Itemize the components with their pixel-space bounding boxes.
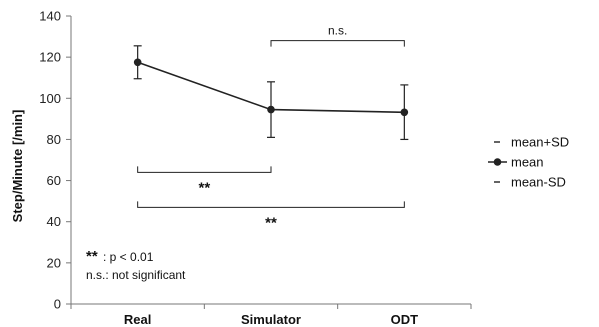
legend: mean+SD mean mean-SD — [488, 135, 569, 190]
x-axis-ticks: Real Simulator ODT — [70, 304, 472, 327]
significance-bracket — [270, 40, 405, 47]
significance-bracket — [137, 166, 272, 173]
significance-brackets: n.s. ** ** — [137, 24, 405, 231]
x-category-label: Simulator — [241, 312, 301, 327]
note-ns-definition: n.s.: not significant — [86, 268, 186, 282]
legend-label: mean-SD — [511, 175, 566, 190]
y-tick-label: 100 — [39, 91, 61, 106]
y-tick-label: 120 — [39, 50, 61, 65]
legend-label: mean — [511, 155, 544, 170]
significance-label: ** — [198, 179, 210, 196]
mean-series — [133, 58, 409, 117]
y-axis-ticks: 0 20 40 60 80 100 120 140 — [39, 9, 71, 312]
y-tick-label: 0 — [54, 297, 61, 312]
x-category-label: Real — [124, 312, 151, 327]
significance-note: ** : p < 0.01 n.s.: not significant — [86, 248, 186, 282]
note-p-value: : p < 0.01 — [103, 250, 154, 264]
y-tick-label: 40 — [47, 214, 61, 229]
mean-point — [133, 58, 142, 67]
significance-bracket — [137, 201, 405, 208]
significance-label: n.s. — [328, 24, 347, 38]
legend-label: mean+SD — [511, 135, 569, 150]
y-tick-label: 80 — [47, 132, 61, 147]
note-stars: ** — [86, 248, 98, 265]
y-tick-label: 60 — [47, 173, 61, 188]
y-axis-title: Step/Minute [/min] — [10, 110, 25, 223]
y-tick-label: 20 — [47, 255, 61, 270]
significance-label: ** — [265, 214, 277, 231]
mean-point — [267, 105, 275, 114]
mean-point — [400, 108, 409, 117]
error-bars — [133, 45, 409, 141]
legend-swatch-marker — [493, 158, 502, 166]
y-tick-label: 140 — [39, 9, 61, 24]
x-category-label: ODT — [391, 312, 419, 327]
axes — [70, 16, 471, 305]
